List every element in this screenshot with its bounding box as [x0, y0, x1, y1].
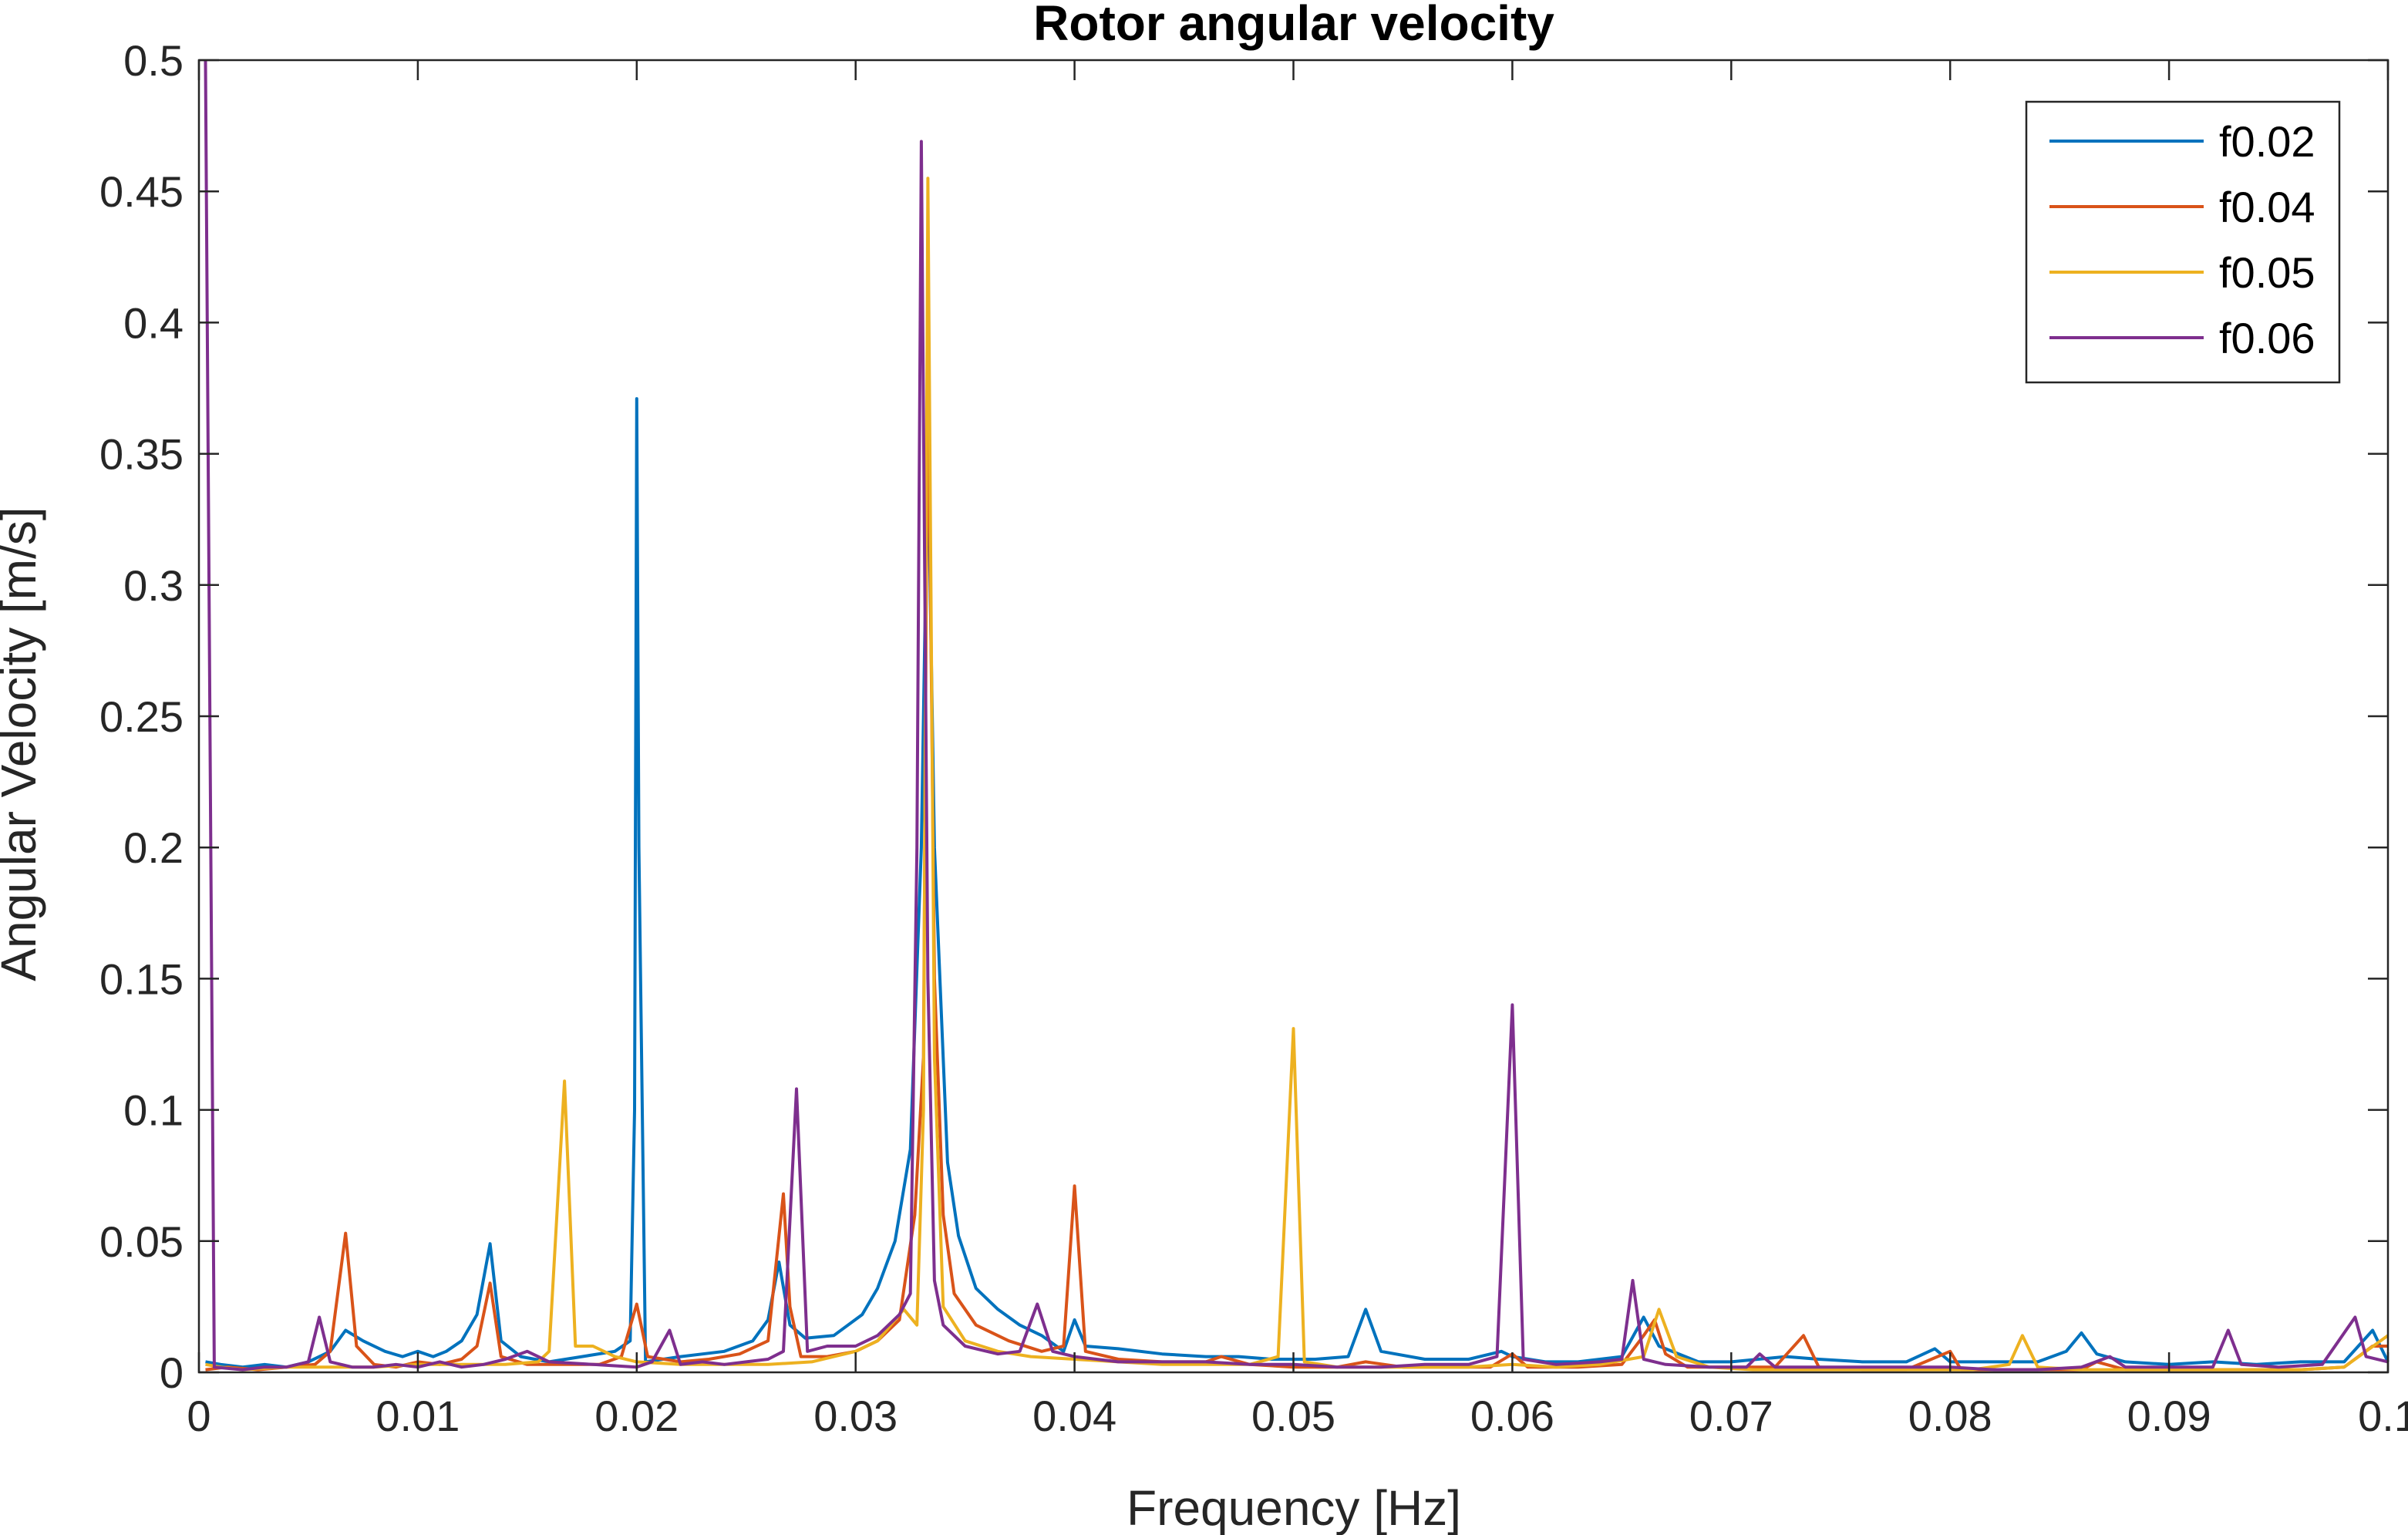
y-tick-label: 0.2 — [123, 823, 184, 872]
x-tick-label: 0.06 — [1470, 1392, 1554, 1440]
x-axis-label: Frequency [Hz] — [1127, 1480, 1461, 1535]
x-tick-label: 0.03 — [813, 1392, 898, 1440]
y-tick-label: 0.45 — [99, 167, 184, 216]
y-tick-label: 0.25 — [99, 692, 184, 741]
legend: f0.02 f0.04 f0.05 f0.06 — [2025, 100, 2341, 384]
x-tick-label: 0.08 — [1908, 1392, 1992, 1440]
x-tick-label: 0.09 — [2127, 1392, 2211, 1440]
legend-label: f0.06 — [2219, 314, 2315, 362]
y-tick-label: 0 — [160, 1348, 184, 1397]
y-tick-label: 0.05 — [99, 1217, 184, 1266]
x-tick-label: 0.01 — [376, 1392, 460, 1440]
y-tick-label: 0.4 — [123, 298, 184, 347]
y-tick-label: 0.35 — [99, 430, 184, 479]
x-tick-label: 0.05 — [1251, 1392, 1335, 1440]
legend-label: f0.02 — [2219, 117, 2315, 166]
x-axis-ticks: 0 0.01 0.02 0.03 0.04 0.05 0.06 0.07 0.08 0.09 0.1 — [187, 60, 2408, 1440]
legend-label: f0.04 — [2219, 183, 2315, 231]
series-line-f0.02 — [205, 397, 2389, 1369]
y-tick-label: 0.15 — [99, 954, 184, 1003]
y-tick-label: 0.5 — [123, 36, 184, 85]
x-tick-label: 0.1 — [2358, 1392, 2408, 1440]
series-layer — [204, 59, 2389, 1372]
x-tick-label: 0.02 — [594, 1392, 679, 1440]
x-tick-label: 0.04 — [1032, 1392, 1116, 1440]
y-tick-label: 0.3 — [123, 561, 184, 610]
y-tick-label: 0.1 — [123, 1086, 184, 1135]
y-axis-label: Angular Velocity [m/s] — [0, 507, 46, 981]
y-axis-ticks: 0 0.05 0.1 0.15 0.2 0.25 0.3 0.35 0.4 0.45 0.5 — [99, 36, 2388, 1397]
legend-label: f0.05 — [2219, 248, 2315, 297]
legend-box — [2025, 100, 2341, 384]
x-tick-label: 0.07 — [1689, 1392, 1773, 1440]
series-line-f0.06 — [204, 59, 2389, 1372]
chart-title: Rotor angular velocity — [1033, 0, 1554, 51]
x-tick-label: 0 — [187, 1392, 210, 1440]
legend-items: f0.02 f0.04 f0.05 f0.06 — [2049, 117, 2315, 362]
plot-area — [199, 60, 2388, 1372]
